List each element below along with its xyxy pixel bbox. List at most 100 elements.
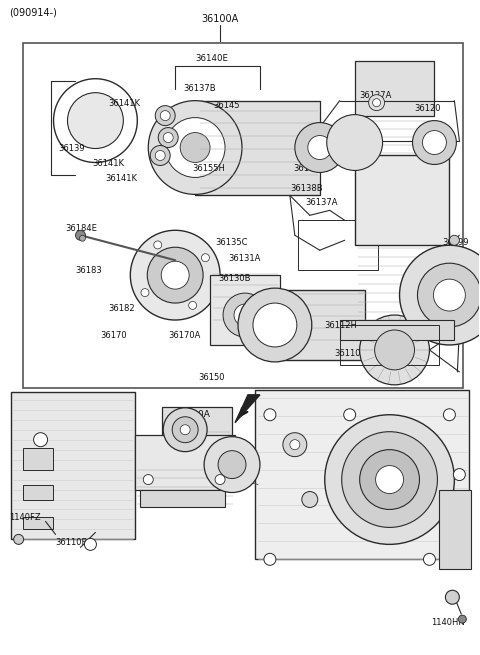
- Bar: [23, 447, 52, 470]
- Circle shape: [327, 115, 383, 170]
- Circle shape: [374, 330, 415, 370]
- Polygon shape: [235, 395, 260, 422]
- Text: 36137A: 36137A: [305, 198, 337, 207]
- Circle shape: [458, 615, 467, 623]
- Circle shape: [369, 95, 384, 111]
- Circle shape: [189, 301, 197, 309]
- Bar: [340, 320, 455, 340]
- Text: 36141K: 36141K: [108, 99, 140, 108]
- Circle shape: [264, 553, 276, 565]
- Text: 36139: 36139: [59, 144, 85, 153]
- Text: 1140FZ: 1140FZ: [9, 513, 40, 522]
- Text: 36183: 36183: [75, 266, 102, 274]
- Circle shape: [308, 136, 332, 159]
- Circle shape: [204, 437, 260, 493]
- Circle shape: [444, 409, 456, 421]
- Text: 36100A: 36100A: [175, 410, 210, 419]
- Circle shape: [13, 534, 24, 544]
- Text: 36199: 36199: [443, 238, 469, 247]
- Circle shape: [163, 408, 207, 452]
- Circle shape: [325, 415, 455, 544]
- Text: 36155H: 36155H: [192, 164, 225, 173]
- Circle shape: [342, 432, 437, 527]
- Bar: [275, 290, 365, 360]
- Circle shape: [295, 122, 345, 172]
- Bar: [210, 275, 280, 345]
- Text: 36182: 36182: [108, 303, 135, 312]
- Circle shape: [180, 132, 210, 162]
- Circle shape: [165, 118, 225, 178]
- Circle shape: [180, 424, 190, 435]
- Circle shape: [202, 253, 209, 262]
- Circle shape: [154, 241, 162, 249]
- Circle shape: [264, 409, 276, 421]
- Text: 36120: 36120: [415, 104, 441, 113]
- Text: 36170: 36170: [100, 331, 127, 341]
- Circle shape: [360, 315, 430, 385]
- Text: 36184E: 36184E: [65, 224, 97, 233]
- Text: 36146A: 36146A: [258, 349, 290, 358]
- Circle shape: [218, 451, 246, 479]
- Circle shape: [161, 261, 189, 289]
- Text: 36141K: 36141K: [93, 159, 124, 168]
- Text: 36137B: 36137B: [183, 84, 216, 93]
- Circle shape: [283, 433, 307, 457]
- Bar: [340, 325, 439, 365]
- Circle shape: [130, 231, 220, 320]
- Bar: [162, 407, 232, 452]
- Bar: [23, 43, 463, 388]
- Circle shape: [423, 553, 435, 565]
- Circle shape: [360, 449, 420, 510]
- Bar: [355, 61, 434, 116]
- Circle shape: [445, 590, 459, 604]
- Bar: [255, 390, 469, 559]
- Circle shape: [372, 99, 381, 107]
- Circle shape: [34, 433, 48, 447]
- Circle shape: [422, 130, 446, 155]
- Circle shape: [84, 538, 96, 550]
- Bar: [11, 392, 135, 539]
- Text: 36130B: 36130B: [218, 274, 251, 283]
- Circle shape: [399, 245, 480, 345]
- Text: 36145: 36145: [213, 101, 240, 110]
- Circle shape: [418, 263, 480, 327]
- Circle shape: [68, 92, 123, 149]
- Circle shape: [141, 289, 149, 297]
- Circle shape: [344, 409, 356, 421]
- Circle shape: [290, 440, 300, 449]
- Text: 36102: 36102: [293, 164, 319, 173]
- Circle shape: [80, 235, 85, 241]
- Text: 36135C: 36135C: [215, 238, 248, 247]
- Bar: [298, 220, 378, 270]
- Bar: [355, 155, 449, 245]
- Circle shape: [253, 303, 297, 347]
- Circle shape: [449, 235, 459, 245]
- Bar: [439, 489, 471, 569]
- Text: 36100A: 36100A: [202, 14, 239, 24]
- Circle shape: [412, 121, 456, 164]
- Text: 36112H: 36112H: [325, 320, 358, 329]
- Circle shape: [223, 293, 267, 337]
- Text: 36110B: 36110B: [56, 538, 88, 547]
- Circle shape: [433, 279, 465, 311]
- Circle shape: [155, 105, 175, 126]
- Circle shape: [155, 151, 165, 160]
- Circle shape: [75, 231, 85, 240]
- Text: 36110: 36110: [335, 349, 361, 358]
- Circle shape: [215, 475, 225, 485]
- Text: 36150: 36150: [198, 373, 225, 383]
- Bar: [23, 485, 52, 500]
- Circle shape: [144, 475, 153, 485]
- Circle shape: [454, 468, 465, 481]
- Circle shape: [302, 491, 318, 508]
- Bar: [195, 101, 320, 195]
- Circle shape: [147, 247, 203, 303]
- Text: 36141K: 36141K: [106, 174, 137, 183]
- Bar: [140, 489, 225, 508]
- Text: 36131A: 36131A: [228, 253, 261, 263]
- Circle shape: [172, 417, 198, 443]
- Circle shape: [376, 466, 404, 493]
- Circle shape: [238, 288, 312, 362]
- Circle shape: [160, 111, 170, 121]
- Circle shape: [148, 101, 242, 195]
